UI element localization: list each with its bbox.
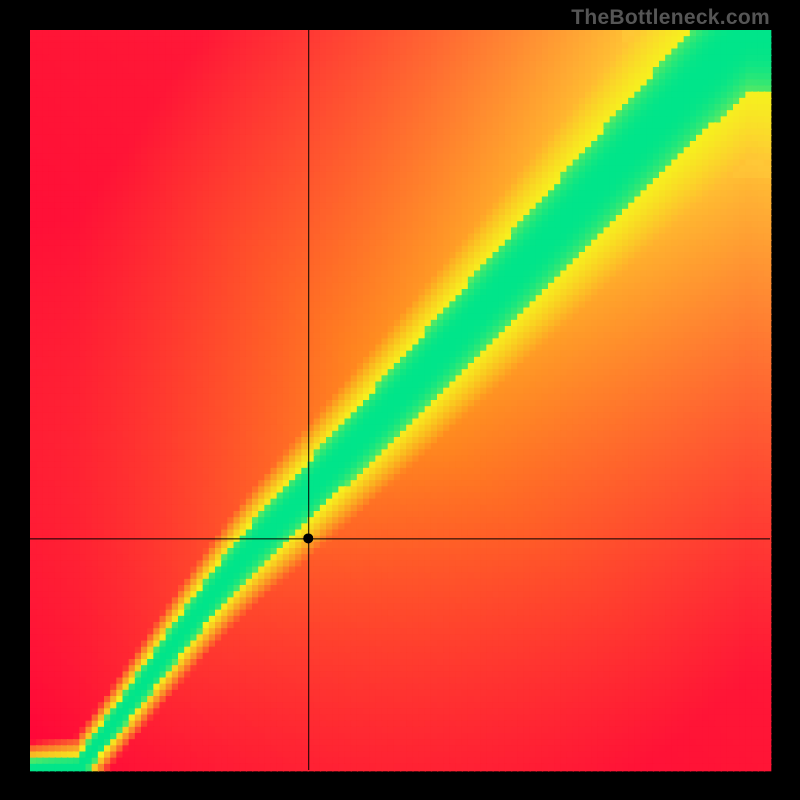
- watermark-text: TheBottleneck.com: [571, 6, 770, 30]
- chart-container: TheBottleneck.com: [0, 0, 800, 800]
- bottleneck-heatmap-canvas: [0, 0, 800, 800]
